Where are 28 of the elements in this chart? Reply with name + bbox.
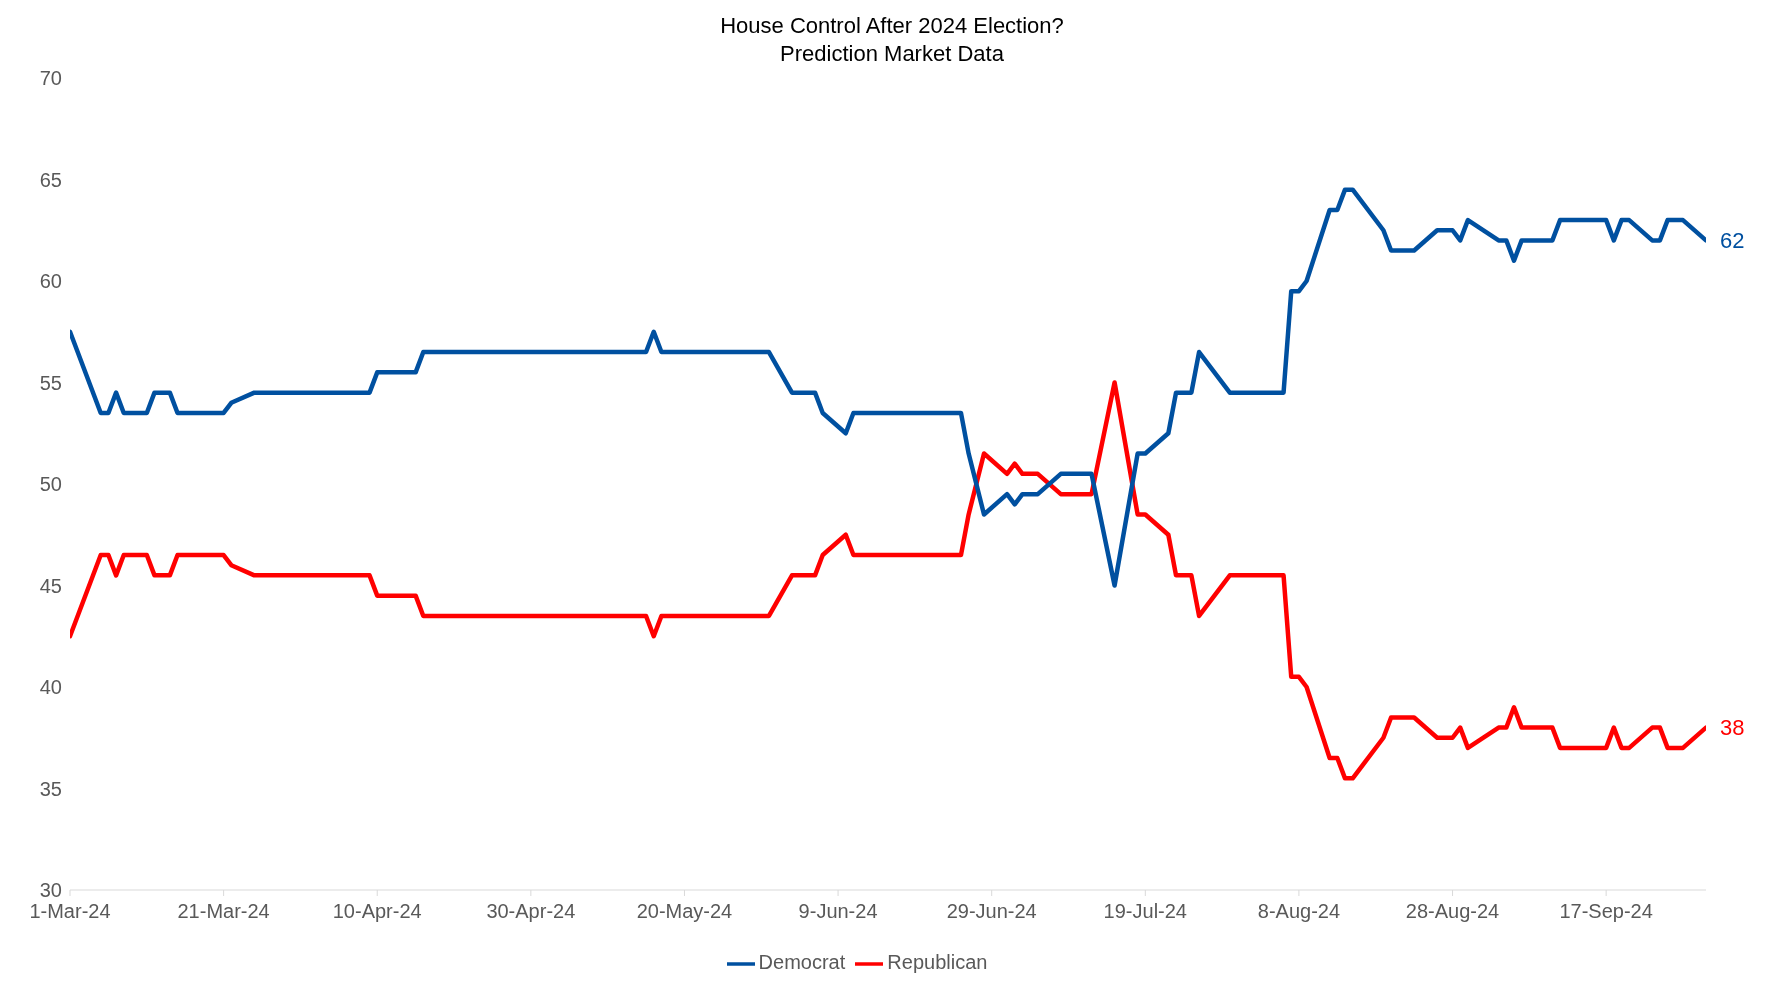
x-tick-label: 1-Mar-24 — [29, 900, 111, 923]
x-tick-label: 29-Jun-24 — [946, 900, 1037, 923]
x-tick-label: 17-Sep-24 — [1559, 900, 1653, 923]
y-tick-label: 40 — [39, 676, 62, 699]
legend-label: Democrat — [758, 951, 846, 974]
x-tick-label: 28-Aug-24 — [1405, 900, 1500, 923]
chart-title: House Control After 2024 Election? — [719, 12, 1065, 40]
chart-subtitle: Prediction Market Data — [779, 40, 1005, 68]
y-tick-label: 50 — [39, 473, 62, 496]
y-tick-label: 35 — [39, 777, 62, 800]
x-tick-label: 20-May-24 — [636, 900, 733, 923]
y-tick-label: 55 — [39, 371, 62, 394]
y-tick-label: 60 — [39, 270, 62, 293]
y-tick-label: 30 — [39, 879, 62, 902]
x-tick-label: 21-Mar-24 — [177, 900, 270, 923]
y-tick-label: 45 — [39, 574, 62, 597]
line-series — [70, 380, 1706, 781]
y-tick-label: 70 — [39, 67, 62, 90]
annotation: 62 — [1720, 228, 1745, 254]
x-tick-label: 19-Jul-24 — [1103, 900, 1187, 923]
line-series — [70, 187, 1706, 588]
x-tick-label: 30-Apr-24 — [486, 900, 576, 923]
legend-label: Republican — [887, 951, 988, 974]
x-tick-label: 8-Aug-24 — [1257, 900, 1341, 923]
annotation: 38 — [1720, 715, 1745, 741]
y-tick-label: 65 — [39, 168, 62, 191]
x-tick-label: 9-Jun-24 — [798, 900, 878, 923]
x-tick-label: 10-Apr-24 — [332, 900, 422, 923]
